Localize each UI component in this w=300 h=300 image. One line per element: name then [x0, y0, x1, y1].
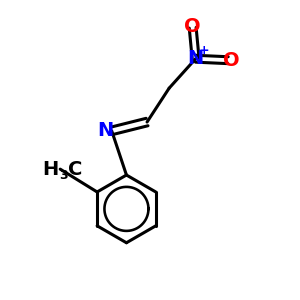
Text: N: N — [188, 49, 204, 68]
Text: N: N — [97, 122, 113, 140]
Text: O: O — [223, 51, 239, 70]
Text: 3: 3 — [59, 169, 67, 182]
Text: O: O — [184, 17, 201, 36]
Text: H: H — [43, 160, 59, 178]
Text: +: + — [199, 44, 209, 57]
Text: C: C — [68, 160, 83, 178]
